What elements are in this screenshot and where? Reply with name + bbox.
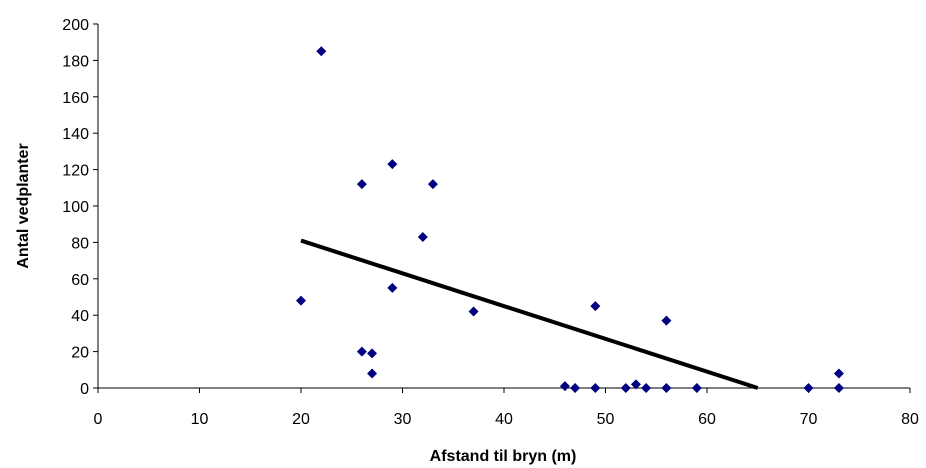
data-point: [630, 379, 641, 390]
data-point: [367, 348, 378, 359]
data-point: [641, 383, 652, 393]
data-point: [356, 179, 367, 190]
y-axis: 0 20 40 60 80 100 120 140 160 180 200: [62, 17, 99, 398]
trendline-line: [300, 238, 759, 390]
data-point: [620, 383, 631, 393]
data-points: [296, 46, 844, 393]
data-point: [559, 381, 570, 392]
x-tick-label: 50: [597, 411, 615, 428]
x-tick-label: 0: [94, 411, 103, 428]
y-tick-label: 180: [62, 53, 89, 70]
data-point: [833, 383, 844, 393]
y-tick-label: 60: [71, 272, 89, 289]
data-point: [427, 179, 438, 190]
x-tick-label: 40: [495, 411, 513, 428]
data-point: [661, 383, 672, 393]
x-tick-label: 60: [698, 411, 716, 428]
x-tick-label: 10: [191, 411, 209, 428]
x-tick-label: 80: [901, 411, 919, 428]
y-tick-label: 80: [71, 235, 89, 252]
y-axis-title: Antal vedplanter: [15, 143, 32, 268]
data-point: [590, 383, 601, 393]
y-tick-label: 200: [62, 17, 89, 34]
data-point: [296, 295, 306, 306]
data-point: [316, 46, 327, 57]
y-tick-label: 160: [62, 90, 89, 107]
x-tick-label: 20: [292, 411, 310, 428]
data-point: [661, 315, 672, 326]
data-point: [590, 301, 601, 312]
data-point: [387, 282, 398, 293]
trendline: [300, 238, 759, 390]
x-axis-title: Afstand til bryn (m): [430, 448, 577, 465]
data-point: [367, 368, 378, 379]
data-point: [803, 383, 814, 393]
y-tick-label: 120: [62, 163, 89, 180]
x-tick-label: 70: [800, 411, 818, 428]
x-tick-label: 30: [394, 411, 412, 428]
data-point: [468, 306, 479, 317]
data-point: [833, 368, 844, 379]
y-tick-label: 40: [71, 308, 89, 325]
y-tick-label: 0: [80, 381, 89, 398]
y-tick-label: 20: [71, 345, 89, 362]
data-point: [570, 383, 581, 393]
y-tick-label: 100: [62, 199, 89, 216]
data-point: [417, 231, 428, 242]
data-point: [387, 159, 398, 170]
data-point: [691, 383, 702, 393]
data-point: [356, 346, 367, 357]
x-axis: 0 10 20 30 40 50 60 70 80: [94, 387, 919, 428]
y-tick-label: 140: [62, 126, 89, 143]
